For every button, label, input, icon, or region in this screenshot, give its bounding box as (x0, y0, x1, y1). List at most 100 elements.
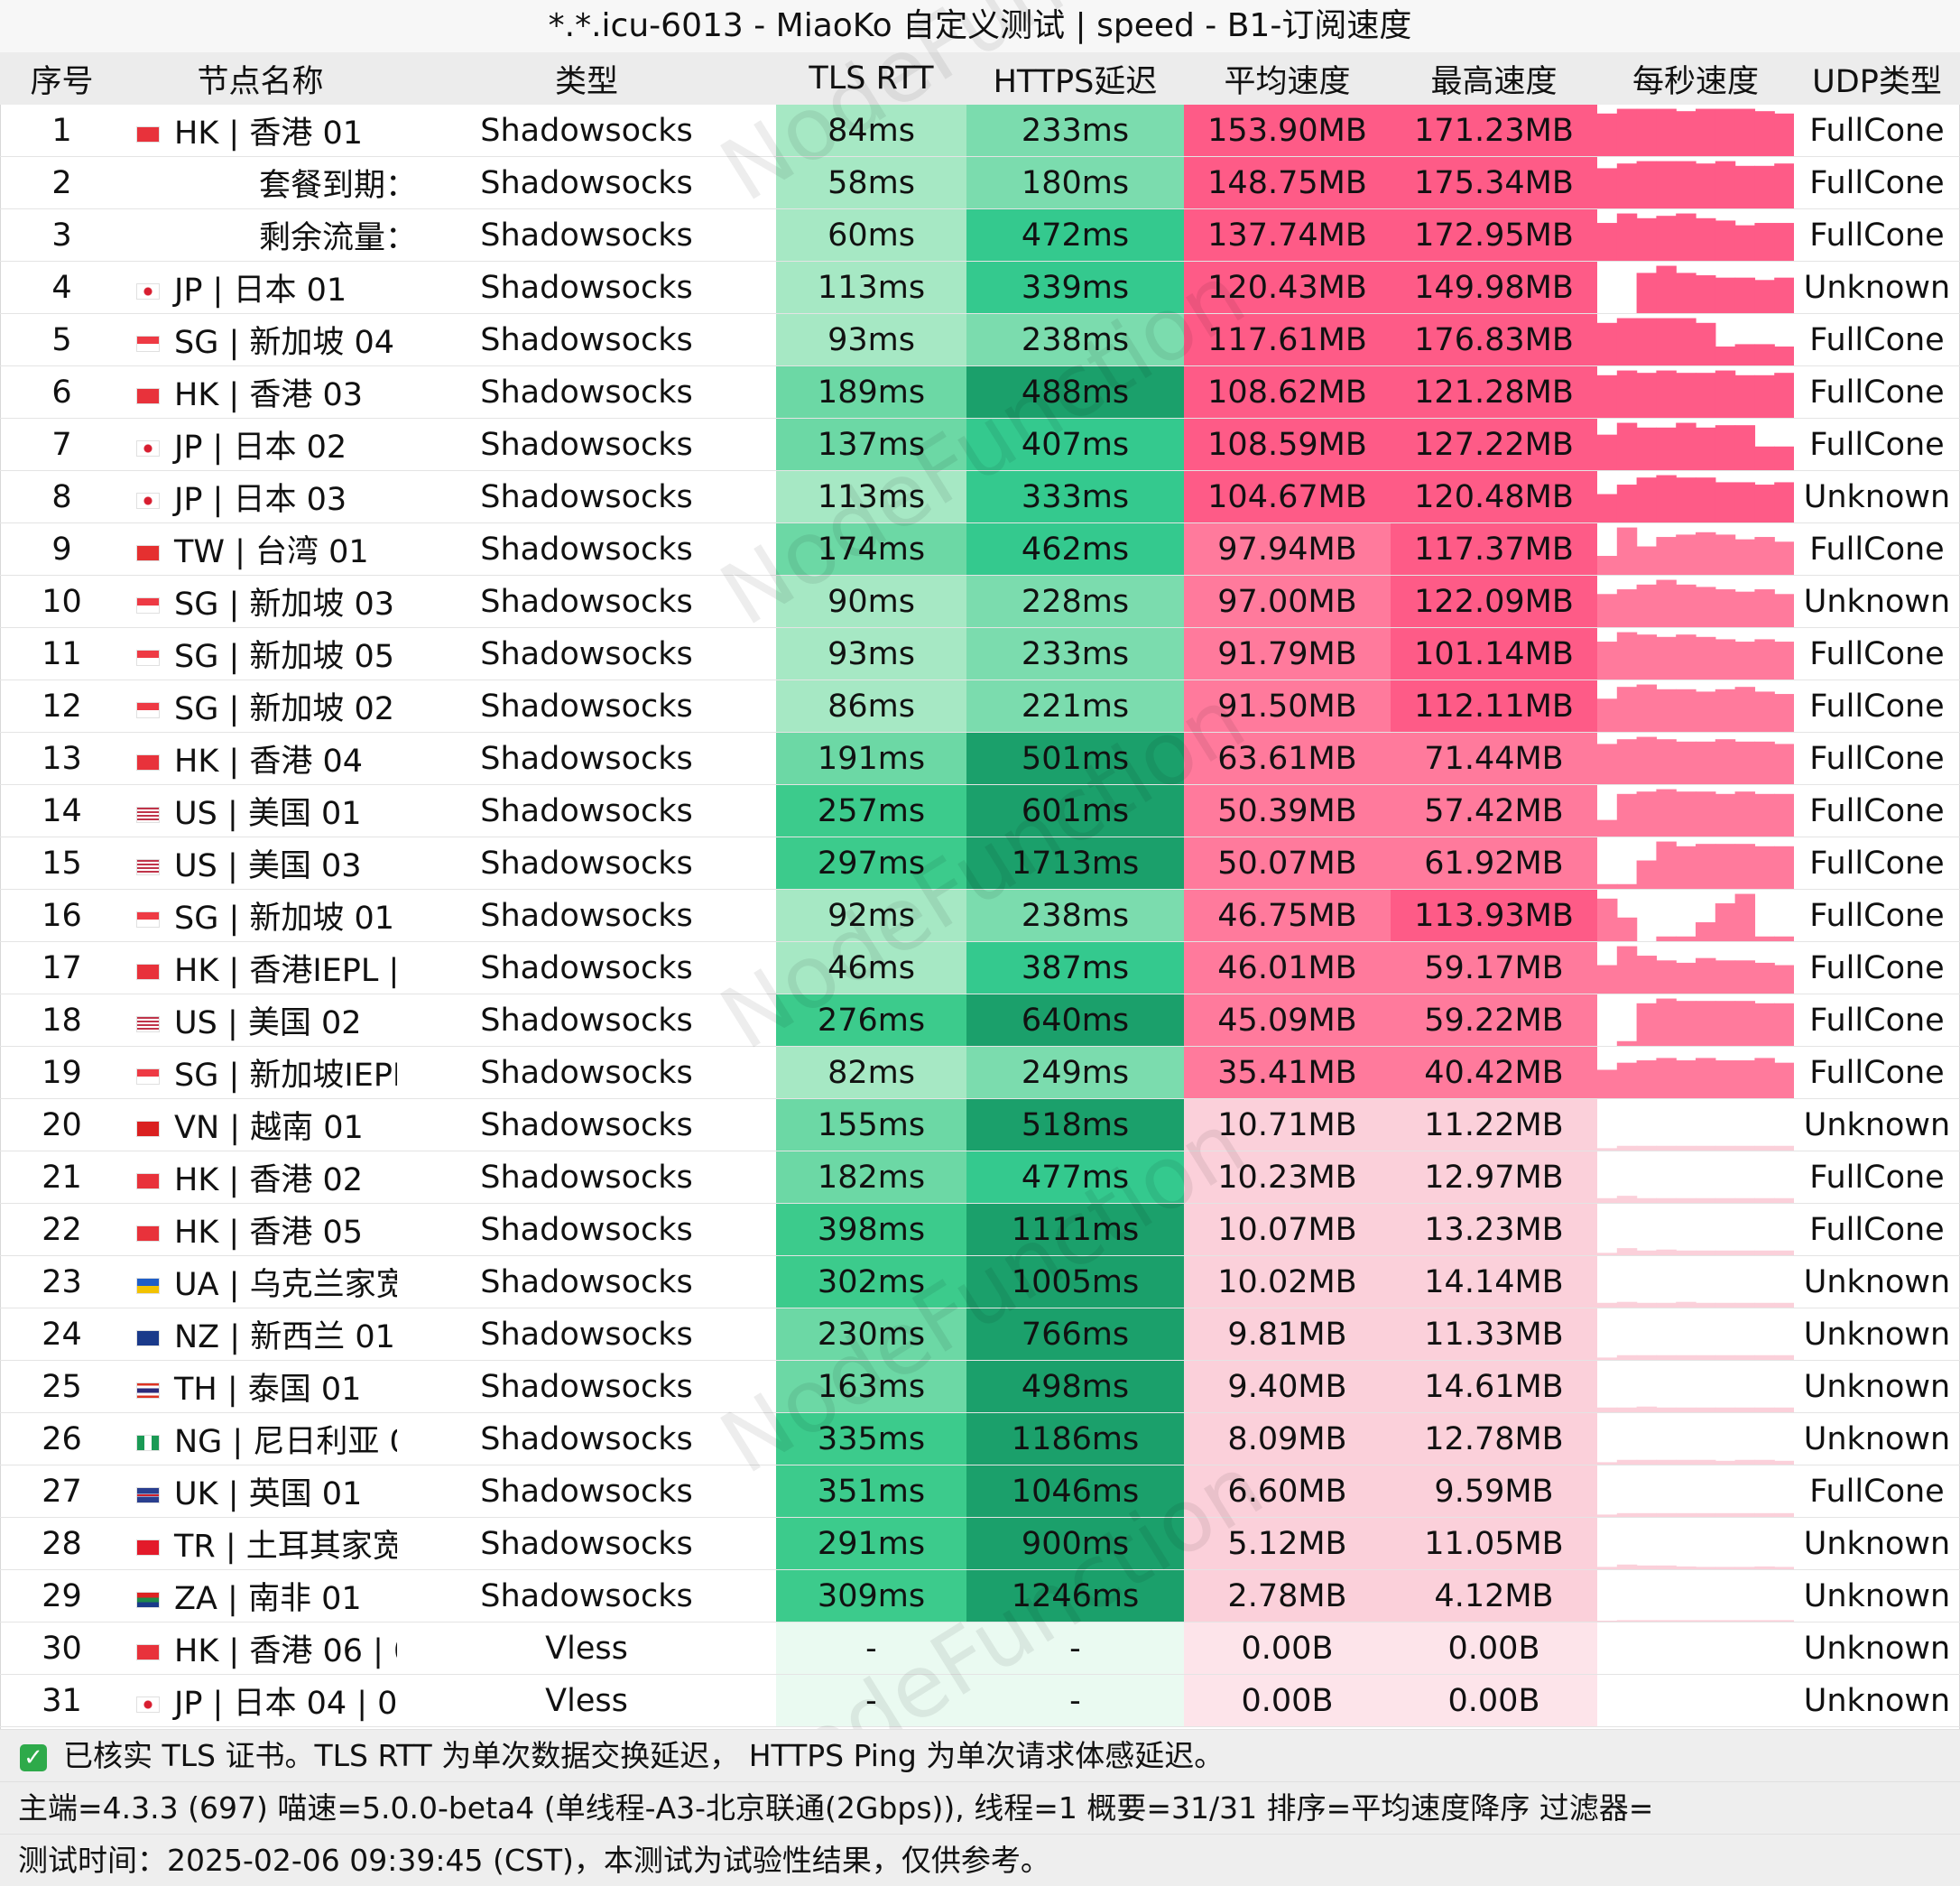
table-row[interactable]: 9 TW | 台湾 01 Shadowsocks 174ms 462ms 97.94MB 1… (0, 522, 1960, 576)
table-row[interactable]: 24 NZ | 新西兰 01 Shadowsocks 230ms 766ms 9.81MB… (0, 1308, 1960, 1361)
sparkline-bar (1754, 1302, 1775, 1308)
sparkline-bar (1636, 956, 1658, 994)
https-latency-value: 1246ms (966, 1569, 1184, 1623)
table-row[interactable]: 26 NG | 尼日利亚 01Shadowsocks335ms1186ms8.09… (0, 1412, 1960, 1465)
sparkline-bar (1715, 1145, 1736, 1151)
jp-flag-icon (136, 283, 160, 300)
col-header-udp-type[interactable]: UDP类型 (1794, 52, 1960, 105)
speed-sparkline-chart (1616, 998, 1794, 1046)
per-second-speed-sparkline (1597, 1151, 1794, 1204)
speed-sparkline-chart (1597, 1406, 1794, 1412)
speed-sparkline-chart (1597, 736, 1794, 784)
col-header-max-speed[interactable]: 最高速度 (1391, 52, 1597, 105)
table-row[interactable]: 3 剩余流量：99438.63 GBShadowsocks60ms472ms137… (0, 208, 1960, 262)
table-row[interactable]: 28 TR | 土耳其家宽 01Shadowsocks291ms900ms5.12… (0, 1517, 1960, 1570)
sparkline-bar (1754, 1145, 1775, 1151)
table-row[interactable]: 25 TH | 泰国 01 Shadowsocks 163ms 498ms 9.40MB 1… (0, 1360, 1960, 1413)
tls-rtt-value: 93ms (776, 627, 966, 680)
table-row[interactable]: 29 ZA | 南非 01 Shadowsocks 309ms 1246ms 2.78MB… (0, 1569, 1960, 1623)
avg-speed-value: 45.09MB (1184, 994, 1391, 1047)
sparkline-bar (1656, 1407, 1677, 1412)
table-row[interactable]: 14 US | 美国 01 Shadowsocks 257ms 601ms 50.39MB… (0, 784, 1960, 837)
sparkline-bar (1774, 1620, 1794, 1622)
sparkline-bar (1734, 1512, 1756, 1517)
table-row[interactable]: 22 HK | 香港 05 Shadowsocks 398ms 1111ms 10.07M… (0, 1203, 1960, 1256)
https-latency-value: 488ms (966, 365, 1184, 419)
table-row[interactable]: 5 SG | 新加坡 04 Shadowsocks 93ms 238ms 117.61MB… (0, 313, 1960, 366)
sparkline-bar (1715, 1197, 1736, 1203)
table-row[interactable]: 18 US | 美国 02 Shadowsocks 276ms 640ms 45.09MB… (0, 994, 1960, 1047)
jp-flag-icon (136, 440, 160, 457)
sparkline-bar (1774, 1197, 1794, 1203)
sparkline-bar (1597, 434, 1618, 470)
max-speed-value: 0.00B (1391, 1674, 1597, 1727)
row-index: 25 (0, 1360, 124, 1413)
table-row[interactable]: 10 SG | 新加坡 03 Shadowsocks 90ms 228ms 97.00MB… (0, 575, 1960, 628)
table-row[interactable]: 12 SG | 新加坡 02 Shadowsocks 86ms 221ms 91.50MB… (0, 680, 1960, 733)
table-row[interactable]: 1 HK | 香港 01 Shadowsocks 84ms 233ms 153.90MB 1… (0, 105, 1960, 157)
sparkline-bar (1696, 163, 1716, 208)
node-name: TH | 泰国 01 (174, 1372, 362, 1408)
col-header-per-second-speed[interactable]: 每秒速度 (1597, 52, 1794, 105)
col-header-index[interactable]: 序号 (0, 52, 124, 105)
col-header-type[interactable]: 类型 (397, 52, 776, 105)
table-row[interactable]: 20 VN | 越南 01 Shadowsocks 155ms 518ms 10.71MB… (0, 1098, 1960, 1151)
sparkline-bar (1656, 370, 1677, 418)
per-second-speed-sparkline (1597, 418, 1794, 471)
sparkline-bar (1696, 1567, 1716, 1569)
https-latency-value: 1005ms (966, 1255, 1184, 1308)
table-row[interactable]: 4 JP | 日本 01 Shadowsocks 113ms 339ms 120.43MB… (0, 261, 1960, 314)
sparkline-bar (1696, 691, 1716, 732)
sparkline-bar (1734, 960, 1756, 994)
max-speed-value: 14.14MB (1391, 1255, 1597, 1308)
table-row[interactable]: 6 HK | 香港 03 Shadowsocks 189ms 488ms 108.62MB… (0, 365, 1960, 419)
table-row[interactable]: 8 JP | 日本 03 Shadowsocks 113ms 333ms 104.67MB… (0, 470, 1960, 523)
sparkline-bar (1656, 689, 1677, 732)
table-row[interactable]: 11 SG | 新加坡 05 Shadowsocks 93ms 233ms 91.79MB… (0, 627, 1960, 680)
col-header-tls-rtt[interactable]: TLS RTT (776, 52, 966, 105)
sparkline-bar (1734, 844, 1756, 889)
sparkline-bar (1676, 1512, 1697, 1517)
sparkline-bar (1774, 694, 1794, 732)
https-latency-value: 233ms (966, 627, 1184, 680)
col-header-avg-speed[interactable]: 平均速度 (1184, 52, 1391, 105)
node-name: SG | 新加坡 03 (174, 587, 395, 623)
udp-type-value: Unknown (1794, 1412, 1960, 1465)
table-row[interactable]: 27 UK | 英国 01 Shadowsocks 351ms 1046ms 6.60MB… (0, 1465, 1960, 1518)
speed-sparkline-chart (1597, 1459, 1794, 1465)
node-name-cell: SG | 新加坡IEPL | 5X (124, 1046, 397, 1099)
sparkline-bar (1597, 698, 1618, 732)
sparkline-bar (1676, 1250, 1697, 1255)
table-row[interactable]: 2 套餐到期：2099-12-31Shadowsocks58ms180ms148.… (0, 156, 1960, 209)
table-row[interactable]: 13 HK | 香港 04 Shadowsocks 191ms 501ms 63.61MB… (0, 732, 1960, 785)
table-row[interactable]: 7 JP | 日本 02 Shadowsocks 137ms 407ms 108.59MB… (0, 418, 1960, 471)
table-row[interactable]: 23 UA | 乌克兰家宽 01Shadowsocks302ms1005ms10.… (0, 1255, 1960, 1308)
table-row[interactable]: 16 SG | 新加坡 01 Shadowsocks 92ms 238ms 46.75MB… (0, 889, 1960, 942)
sparkline-bar (1754, 223, 1775, 261)
tls-rtt-value: 276ms (776, 994, 966, 1047)
sparkline-bar (1696, 636, 1716, 680)
sparkline-bar (1754, 639, 1775, 680)
sparkline-bar (1616, 1196, 1638, 1203)
sparkline-bar (1715, 108, 1736, 156)
col-header-https-latency[interactable]: HTTPS延迟 (966, 52, 1184, 105)
sparkline-bar (1715, 1620, 1736, 1622)
table-row[interactable]: 21 HK | 香港 02 Shadowsocks 182ms 477ms 10.23MB… (0, 1151, 1960, 1204)
udp-type-value: FullCone (1794, 156, 1960, 209)
sparkline-bar (1696, 1058, 1716, 1098)
table-row[interactable]: 15 US | 美国 03 Shadowsocks 297ms 1713ms 50.07M… (0, 837, 1960, 890)
table-row[interactable]: 19 SG | 新加坡IEPL | 5XShadowsocks82ms249ms3… (0, 1046, 1960, 1099)
max-speed-value: 101.14MB (1391, 627, 1597, 680)
avg-speed-value: 97.00MB (1184, 575, 1391, 628)
udp-type-value: FullCone (1794, 680, 1960, 733)
per-second-speed-sparkline (1597, 1308, 1794, 1361)
footer-tls-note-text: 已核实 TLS 证书。TLS RTT 为单次数据交换延迟， HTTPS Ping… (63, 1738, 1225, 1773)
udp-type-value: FullCone (1794, 1046, 1960, 1099)
sparkline-bar (1696, 1620, 1716, 1622)
node-name-cell: US | 美国 02 (124, 994, 397, 1047)
table-row[interactable]: 17 HK | 香港IEPL | 5XShadowsocks46ms387ms46… (0, 941, 1960, 994)
col-header-node-name[interactable]: 节点名称 (124, 52, 397, 105)
node-name-cell: HK | 香港 01 (124, 105, 397, 157)
